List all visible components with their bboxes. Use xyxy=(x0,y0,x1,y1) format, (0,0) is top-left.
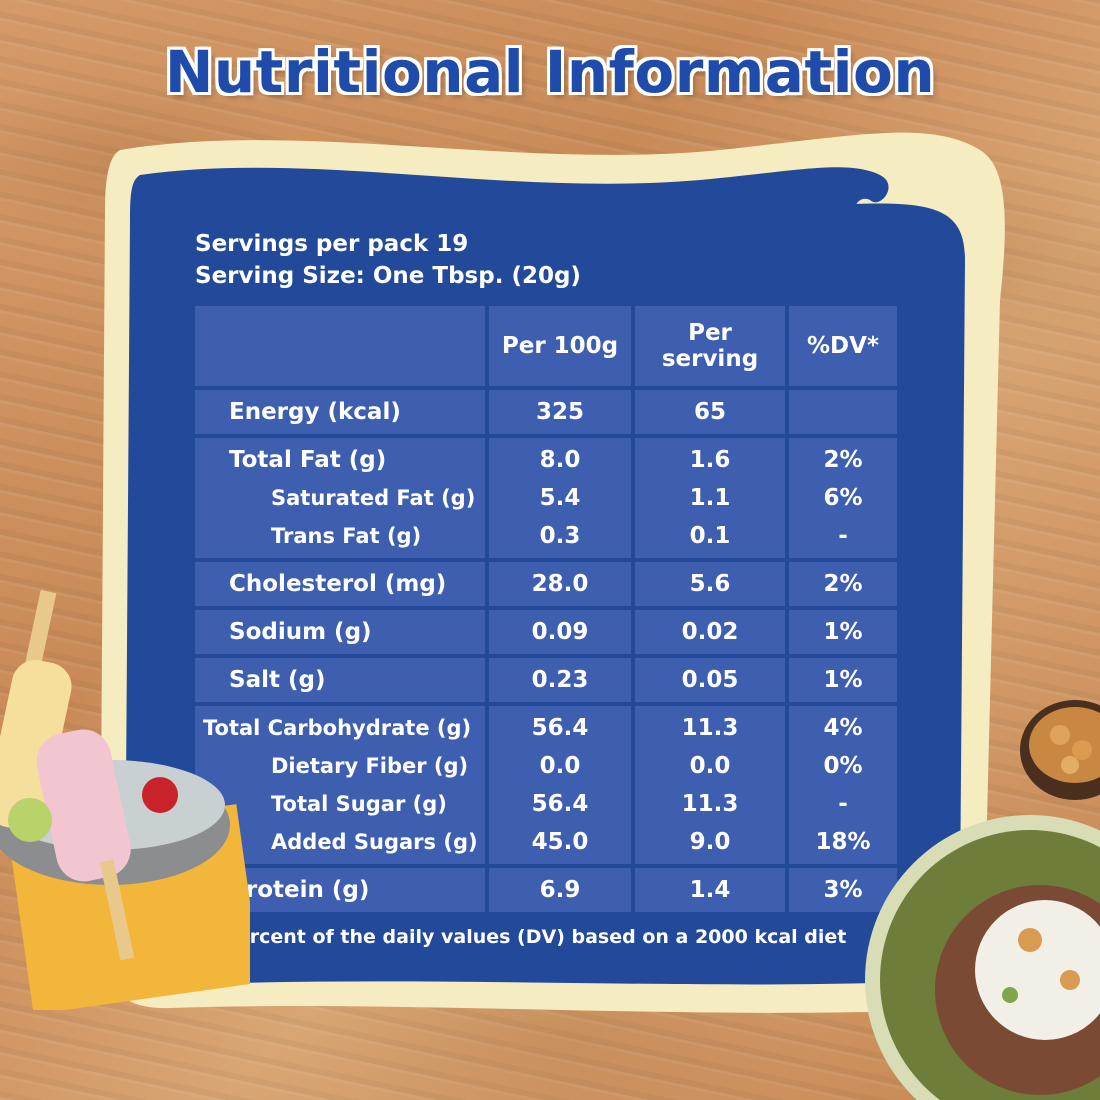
nutrition-table: Per 100g Per serving %DV* Energy (kcal) 3… xyxy=(191,302,901,916)
per-serving-value: 9.0 xyxy=(689,829,731,855)
nutrient-name: Saturated Fat (g) xyxy=(271,486,476,510)
per-serving-value-cell: 0.02 xyxy=(635,610,785,654)
dv-value xyxy=(789,393,897,431)
nutrient-name-cell: Sodium (g) xyxy=(195,610,485,654)
per-serving-value: 1.1 xyxy=(689,485,731,511)
dv-value: 1% xyxy=(823,619,863,645)
per-serving-value: 65 xyxy=(693,399,726,425)
nutrient-name: Dietary Fiber (g) xyxy=(271,754,469,778)
dv-value: 2% xyxy=(823,571,863,597)
header-dv: %DV* xyxy=(789,306,897,386)
per-100g-value: 0.3 xyxy=(539,523,581,549)
per-100g-value: 0.23 xyxy=(531,667,589,693)
per-serving-value: 1.6 xyxy=(689,447,731,473)
dv-value: - xyxy=(838,523,848,549)
per-serving-value: 0.05 xyxy=(681,667,739,693)
per-serving-value: 0.0 xyxy=(689,753,731,779)
dv-value: 1% xyxy=(823,667,863,693)
nutrient-name: Trans Fat (g) xyxy=(271,524,422,548)
dv-value: 2% xyxy=(823,447,863,473)
per-100g-value: 0.0 xyxy=(539,753,581,779)
nutrient-name: Total Sugar (g) xyxy=(271,792,447,816)
per-100g-value-cell: 0.23 xyxy=(489,658,631,702)
per-100g-value-cell: 325 xyxy=(489,390,631,434)
header-per-serving: Per serving xyxy=(635,306,785,386)
per-serving-value-cell: 0.05 xyxy=(635,658,785,702)
nutrient-name: Added Sugars (g) xyxy=(271,830,478,854)
nutrient-group-row: Total Carbohydrate (g) Dietary Fiber (g) T… xyxy=(195,706,897,864)
per-100g-value: 0.09 xyxy=(531,619,589,645)
dv-value-cell xyxy=(789,390,897,434)
per-100g-value-cell: 8.0 5.4 0.3 xyxy=(489,438,631,558)
header-blank-cell xyxy=(195,306,485,386)
per-serving-value-cell: 65 xyxy=(635,390,785,434)
per-serving-value: 0.02 xyxy=(681,619,739,645)
dv-value-cell: 1% xyxy=(789,610,897,654)
header-per-100g: Per 100g xyxy=(489,306,631,386)
per-100g-value-cell: 6.9 xyxy=(489,868,631,912)
footnote: *Percent of the daily values (DV) based … xyxy=(213,926,847,948)
per-serving-value-cell: 5.6 xyxy=(635,562,785,606)
per-100g-value-cell: 56.4 0.0 56.4 45.0 xyxy=(489,706,631,864)
per-100g-value-cell: 0.09 xyxy=(489,610,631,654)
per-100g-value: 6.9 xyxy=(539,877,581,903)
nutrient-group-row: Salt (g) 0.23 0.05 1% xyxy=(195,658,897,702)
per-100g-value: 56.4 xyxy=(531,715,589,741)
nutrient-name: Cholesterol (mg) xyxy=(229,571,447,597)
dv-value-cell: 2% 6% - xyxy=(789,438,897,558)
nutrient-name: Salt (g) xyxy=(229,667,326,693)
per-100g-value: 8.0 xyxy=(539,447,581,473)
per-100g-value: 325 xyxy=(535,399,584,425)
dv-value-cell: 2% xyxy=(789,562,897,606)
dv-value-cell: 1% xyxy=(789,658,897,702)
per-100g-value-cell: 28.0 xyxy=(489,562,631,606)
nutrient-name: Energy (kcal) xyxy=(229,399,401,425)
nutrient-group-row: Protein (g) 6.9 1.4 3% xyxy=(195,868,897,912)
per-serving-value-cell: 11.3 0.0 11.3 9.0 xyxy=(635,706,785,864)
nutrient-group-row: Total Fat (g) Saturated Fat (g) Trans Fat … xyxy=(195,438,897,558)
nutrient-group-row: Cholesterol (mg) 28.0 5.6 2% xyxy=(195,562,897,606)
table-header-row: Per 100g Per serving %DV* xyxy=(195,306,897,386)
per-serving-value: 5.6 xyxy=(689,571,731,597)
per-serving-value-cell: 1.6 1.1 0.1 xyxy=(635,438,785,558)
per-100g-value: 45.0 xyxy=(531,829,589,855)
page-title: Nutritional Information xyxy=(164,38,936,106)
dv-value: - xyxy=(838,791,848,817)
nutrition-panel: Servings per pack 19 Serving Size: One T… xyxy=(195,228,905,948)
nuts-bowl-decoration xyxy=(1020,700,1100,800)
nutrient-name-cell: Energy (kcal) xyxy=(195,390,485,434)
dv-value: 0% xyxy=(823,753,863,779)
dv-value-cell: 4% 0% - 18% xyxy=(789,706,897,864)
per-100g-value: 56.4 xyxy=(531,791,589,817)
per-serving-value: 11.3 xyxy=(681,715,739,741)
dv-value: 3% xyxy=(823,877,863,903)
nutrient-name: Sodium (g) xyxy=(229,619,372,645)
nutrient-name-cell: Cholesterol (mg) xyxy=(195,562,485,606)
per-serving-value: 0.1 xyxy=(689,523,731,549)
per-serving-value-cell: 1.4 xyxy=(635,868,785,912)
per-serving-value: 1.4 xyxy=(689,877,731,903)
plate-decoration xyxy=(865,815,1100,1100)
dv-value: 4% xyxy=(823,715,863,741)
popsicle-decoration xyxy=(0,590,250,1010)
header-per-serving-line1: Per xyxy=(688,320,732,346)
dv-value: 18% xyxy=(815,829,871,855)
header-per-serving-line2: serving xyxy=(661,346,759,372)
nutrient-name: Total Fat (g) xyxy=(229,447,387,473)
nutrient-group-row: Energy (kcal) 325 65 xyxy=(195,390,897,434)
nutrient-name: Total Carbohydrate (g) xyxy=(203,716,472,740)
per-100g-value: 5.4 xyxy=(539,485,581,511)
per-100g-value: 28.0 xyxy=(531,571,589,597)
nutrient-name-cell: Total Fat (g) Saturated Fat (g) Trans Fat … xyxy=(195,438,485,558)
nutrient-name-cell: Salt (g) xyxy=(195,658,485,702)
nutrient-name-cell: Total Carbohydrate (g) Dietary Fiber (g) T… xyxy=(195,706,485,864)
servings-per-pack: Servings per pack 19 xyxy=(195,231,469,257)
nutrient-group-row: Sodium (g) 0.09 0.02 1% xyxy=(195,610,897,654)
serving-size: Serving Size: One Tbsp. (20g) xyxy=(195,263,581,289)
nutrient-name: Protein (g) xyxy=(229,877,370,903)
dv-value: 6% xyxy=(823,485,863,511)
per-serving-value: 11.3 xyxy=(681,791,739,817)
dv-value-cell: 3% xyxy=(789,868,897,912)
